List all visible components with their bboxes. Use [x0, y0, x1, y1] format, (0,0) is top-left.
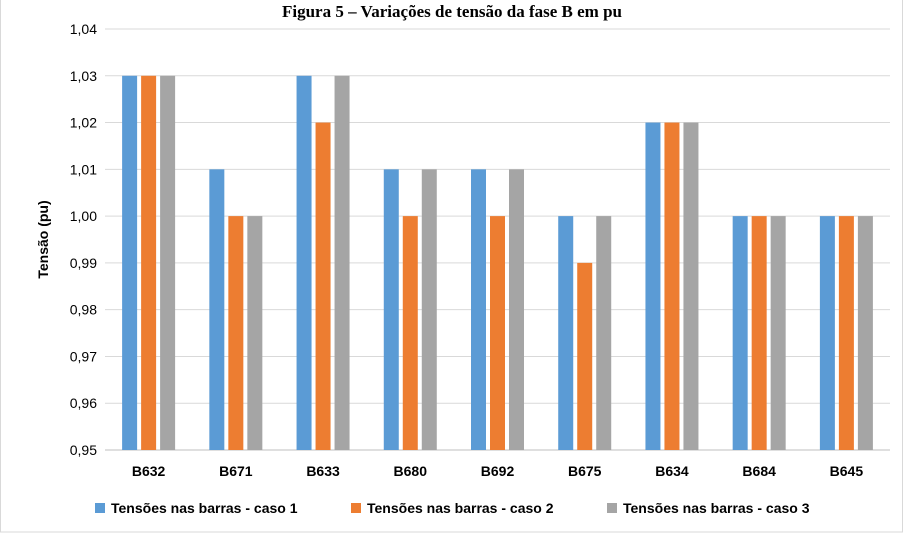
bar-b633-series-3 — [334, 75, 350, 451]
y-axis-label: Tensão (pu) — [35, 200, 51, 278]
y-tick-label: 1,03 — [70, 68, 97, 84]
legend-swatch-series-3 — [607, 503, 617, 513]
y-tick-label: 1,02 — [70, 115, 97, 131]
legend-swatch-series-2 — [351, 503, 361, 513]
legend-swatch-series-1 — [95, 503, 105, 513]
y-tick-label: 0,97 — [70, 348, 97, 364]
bar-b680-series-3 — [421, 169, 437, 451]
x-tick-label: B680 — [394, 463, 428, 479]
bar-b645-series-1 — [819, 216, 835, 450]
y-tick-label: 0,98 — [70, 302, 97, 318]
bar-b675-series-3 — [596, 216, 612, 450]
bar-b633-series-2 — [315, 122, 331, 451]
x-tick-label: B675 — [568, 463, 602, 479]
bar-b633-series-1 — [296, 75, 312, 451]
x-tick-label: B634 — [655, 463, 689, 479]
x-tick-label: B633 — [306, 463, 340, 479]
bar-b680-series-1 — [383, 169, 399, 451]
bar-b671-series-3 — [247, 216, 263, 450]
x-tick-labels: B632 B671 B633 B680 B692 B675 B634 B684 B645 — [132, 463, 863, 479]
y-tick-label: 1,04 — [70, 21, 97, 37]
bar-b671-series-2 — [228, 216, 244, 450]
bar-b692-series-1 — [471, 169, 486, 451]
y-tick-label: 0,96 — [70, 395, 97, 411]
bar-b645-series-2 — [838, 216, 854, 450]
x-tick-label: B692 — [481, 463, 515, 479]
y-tick-label: 0,95 — [70, 442, 97, 458]
bar-b632-series-3 — [160, 75, 176, 451]
bars — [122, 75, 873, 451]
bar-b692-series-3 — [509, 169, 524, 451]
y-tick-label: 1,01 — [70, 161, 97, 177]
bar-b675-series-1 — [558, 216, 574, 450]
bar-b632-series-2 — [141, 75, 157, 451]
y-tick-label: 1,00 — [70, 208, 97, 224]
bar-b634-series-2 — [664, 122, 680, 451]
bar-b684-series-2 — [751, 216, 767, 450]
x-tick-label: B684 — [742, 463, 776, 479]
x-tick-label: B645 — [830, 463, 864, 479]
bar-b684-series-3 — [770, 216, 786, 450]
bar-b671-series-1 — [209, 169, 225, 451]
bar-b692-series-2 — [490, 216, 505, 450]
legend-label-series-1: Tensões nas barras - caso 1 — [111, 500, 298, 516]
x-tick-label: B632 — [132, 463, 166, 479]
legend: Tensões nas barras - caso 1 Tensões nas b… — [95, 500, 810, 516]
legend-label-series-2: Tensões nas barras - caso 2 — [367, 500, 554, 516]
bar-b675-series-2 — [577, 262, 593, 450]
bar-b684-series-1 — [732, 216, 748, 450]
x-tick-label: B671 — [219, 463, 253, 479]
bar-b645-series-3 — [857, 216, 873, 450]
chart-title: Figura 5 – Variações de tensão da fase B… — [282, 2, 622, 21]
y-tick-label: 0,99 — [70, 255, 97, 271]
bar-b634-series-3 — [683, 122, 699, 451]
y-tick-labels: 0,95 0,96 0,97 0,98 0,99 1,00 1,01 1,02 1,03 1,04 — [70, 21, 97, 458]
legend-label-series-3: Tensões nas barras - caso 3 — [623, 500, 810, 516]
bar-b632-series-1 — [122, 75, 138, 451]
bar-b680-series-2 — [402, 216, 418, 450]
bar-b634-series-1 — [645, 122, 661, 451]
